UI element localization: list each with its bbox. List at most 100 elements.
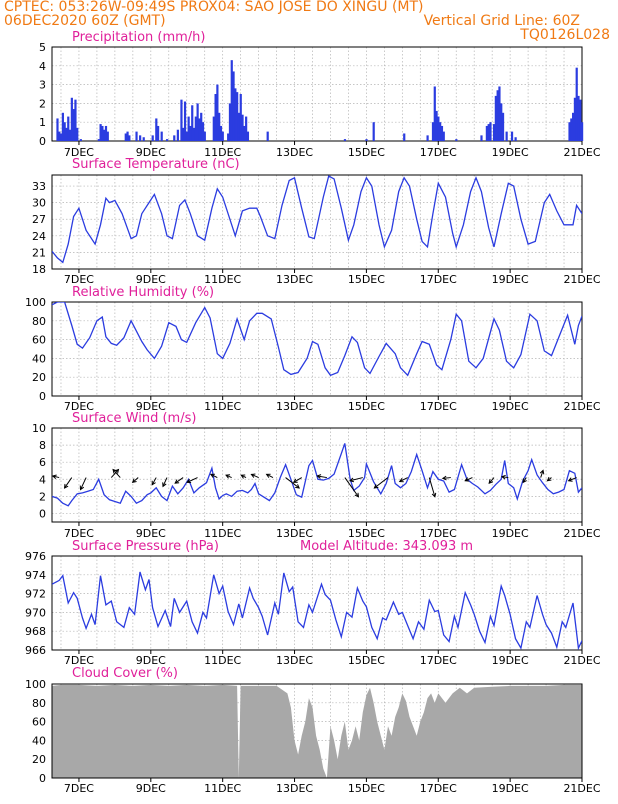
precip-bar — [500, 103, 503, 141]
precip-bar — [61, 112, 64, 141]
wind-vector-head — [295, 484, 300, 489]
wind-vector-head — [431, 492, 437, 498]
y-tick-label: 10 — [32, 422, 46, 435]
precip-bar — [173, 135, 176, 141]
wind-vector — [428, 477, 436, 497]
wind-vector-head — [79, 485, 85, 491]
precip-bar — [245, 116, 248, 141]
precip-bar — [575, 67, 578, 141]
precip-bar — [579, 99, 582, 141]
y-tick-label: 968 — [25, 625, 46, 638]
x-tick-label: 15DEC — [348, 782, 385, 795]
x-tick-label: 17DEC — [420, 400, 457, 413]
precip-bar — [437, 116, 440, 141]
wind-vector-head — [225, 474, 231, 479]
precip-bar — [431, 122, 435, 141]
precip-bar — [496, 90, 499, 141]
precip-bar — [74, 99, 77, 141]
x-tick-label: 21DEC — [563, 654, 600, 667]
precip-bar — [236, 92, 239, 141]
precip-bar — [246, 131, 250, 141]
wind-vector — [64, 477, 73, 489]
x-tick-label: 13DEC — [276, 654, 313, 667]
x-tick-label: 11DEC — [204, 146, 241, 159]
x-tick-label: 21DEC — [563, 400, 600, 413]
wind-vector-head — [209, 473, 215, 478]
y-tick-label: 8 — [39, 439, 46, 452]
y-tick-label: 0 — [39, 135, 46, 148]
y-tick-label: 972 — [25, 588, 46, 601]
x-tick-label: 21DEC — [563, 146, 600, 159]
precip-bar — [201, 122, 205, 141]
plot-frame — [51, 683, 583, 779]
precip-bar — [221, 131, 224, 141]
header-run-date: 06DEC2020 60Z (GMT) — [4, 13, 166, 29]
surface-temperature-panel: 18 21 24 27 30 33 7DEC 9DEC 11DEC 13DEC 15DEC 17DEC… — [32, 157, 601, 286]
wind-vector — [251, 473, 259, 479]
wind-vector — [442, 477, 451, 479]
wind-vector — [186, 477, 198, 483]
precip-bar — [455, 139, 458, 141]
precip-bar — [492, 124, 496, 141]
precip-bar — [243, 125, 246, 141]
precip-bar — [241, 114, 244, 141]
precip-bar — [266, 131, 269, 141]
precip-bar — [142, 137, 145, 141]
wind-vector-head — [265, 473, 271, 478]
precip-bar — [101, 125, 104, 141]
precip-bar — [442, 131, 445, 141]
x-tick-label: 19DEC — [492, 782, 529, 795]
x-tick-label: 11DEC — [204, 527, 241, 540]
plot-frame — [51, 427, 583, 523]
precip-bar — [128, 135, 131, 141]
x-tick-label: 15DEC — [348, 146, 385, 159]
plot-frame — [51, 174, 583, 270]
precip-bar — [228, 103, 232, 141]
precip-bar — [230, 60, 233, 141]
surface-temperature-series-line — [52, 175, 582, 264]
wind-vector-head — [186, 478, 192, 484]
y-tick-label: 976 — [25, 550, 46, 563]
x-tick-label: 21DEC — [563, 782, 600, 795]
precip-bar — [232, 71, 235, 141]
y-tick-label: 80 — [32, 697, 46, 710]
x-tick-label: 11DEC — [204, 654, 241, 667]
y-tick-label: 0 — [39, 507, 46, 520]
x-tick-label: 7DEC — [64, 146, 94, 159]
x-tick-label: 19DEC — [492, 400, 529, 413]
wind-vector — [488, 477, 495, 484]
precip-bar — [187, 116, 190, 141]
y-tick-label: 3 — [39, 79, 46, 92]
precip-bar — [426, 135, 429, 141]
y-tick-label: 4 — [39, 473, 46, 486]
y-tick-label: 60 — [32, 716, 46, 729]
y-tick-label: 30 — [32, 197, 46, 210]
wind-vector-head — [162, 482, 167, 488]
x-tick-label: 19DEC — [492, 654, 529, 667]
y-tick-label: 40 — [32, 734, 46, 747]
precip-bar — [433, 86, 436, 141]
precip-bar — [489, 122, 492, 141]
precip-bar — [200, 112, 203, 141]
wind-vector — [501, 476, 509, 479]
y-tick-label: 5 — [39, 41, 46, 54]
wind-vector — [285, 477, 300, 489]
x-tick-label: 13DEC — [276, 273, 313, 286]
wind-vector-head — [500, 474, 506, 480]
precip-bar — [151, 135, 154, 141]
precip-bar — [59, 133, 63, 141]
precip-bar — [165, 139, 169, 141]
y-tick-label: 100 — [25, 296, 46, 309]
cloud-cover-panel: 0 20 40 60 80 100 7DEC 9DEC 11DEC 13DEC 15DEC 17DEC… — [25, 666, 601, 795]
precip-bar — [212, 116, 215, 141]
precip-bar — [237, 112, 241, 141]
precip-bar — [485, 125, 488, 141]
wind-vector-head — [250, 473, 256, 478]
x-tick-label: 13DEC — [276, 146, 313, 159]
wind-vector — [344, 477, 359, 498]
x-tick-label: 7DEC — [64, 400, 94, 413]
wind-vector — [210, 473, 218, 479]
x-tick-label: 13DEC — [276, 782, 313, 795]
wind-vector — [110, 469, 119, 478]
